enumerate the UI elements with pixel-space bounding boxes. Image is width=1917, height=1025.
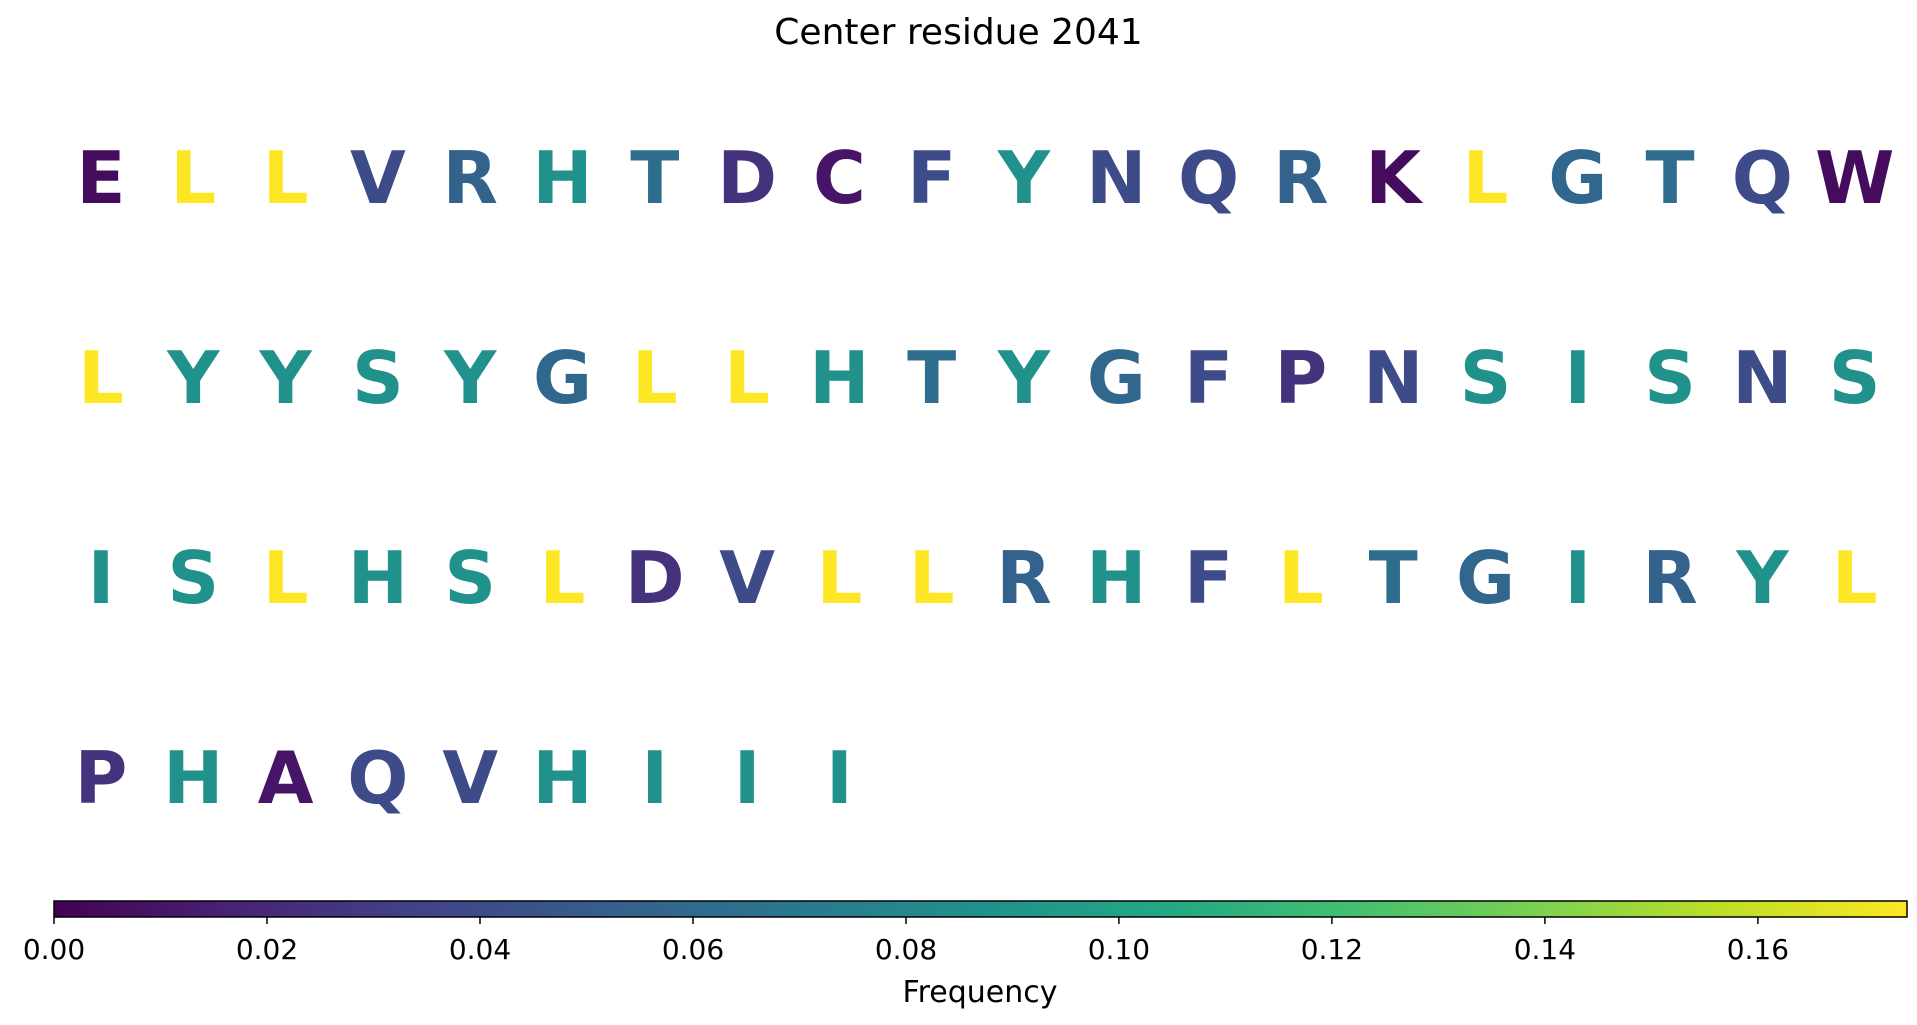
residue-letter: D [717,136,777,220]
residue-letter: S [444,536,496,620]
residue-letter: G [1087,336,1146,420]
residue-letter: L [540,536,586,620]
colorbar-tick-label: 0.10 [1088,933,1150,966]
residue-letter: Q [1732,136,1793,220]
residue-letter: L [1463,136,1509,220]
residue-grid: E L L V R H T D C F Y N Q R K L G T Q WL Y Y S Y G L L H T Y G F P N S I S N S… [75,136,1895,820]
residue-letter: S [1644,336,1696,420]
residue-letter: Y [1735,536,1789,620]
colorbar-tick-label: 0.14 [1514,933,1576,966]
residue-letter: Y [997,336,1051,420]
chart-title: Center residue 2041 [774,12,1143,53]
residue-letter: F [907,136,956,220]
residue-letter: L [632,336,678,420]
residue-letter: Y [443,336,497,420]
residue-letter: H [809,336,869,420]
residue-letter: W [1815,136,1894,220]
residue-letter: N [1086,136,1146,220]
residue-letter: K [1365,136,1423,220]
residue-letter: A [258,736,314,820]
residue-letter: C [813,136,866,220]
residue-letter: N [1363,336,1423,420]
colorbar-tick-label: 0.16 [1727,933,1789,966]
residue-letter: I [826,736,853,820]
colorbar-ticks: 0.00 0.02 0.04 0.06 0.08 0.10 0.12 0.14 0.16 [23,917,1789,966]
residue-letter: R [996,536,1051,620]
residue-letter: I [734,736,761,820]
residue-letter: V [350,136,406,220]
colorbar-tick-label: 0.12 [1301,933,1363,966]
residue-letter: S [352,336,404,420]
residue-letter: H [1086,536,1146,620]
residue-letter: I [1564,536,1591,620]
residue-letter: L [263,536,309,620]
residue-letter: H [532,136,592,220]
residue-letter: D [625,536,685,620]
residue-letter: I [641,736,668,820]
residue-letter: T [1646,136,1695,220]
colorbar-tick-label: 0.02 [236,933,298,966]
residue-letter: H [348,536,408,620]
residue-letter: I [1564,336,1591,420]
residue-letter: F [1184,336,1233,420]
residue-letter: L [724,336,770,420]
residue-letter: L [1278,536,1324,620]
residue-letter: Y [997,136,1051,220]
residue-letter: Y [259,336,313,420]
residue-letter: S [167,536,219,620]
residue-letter: N [1732,336,1792,420]
residue-letter: L [78,336,124,420]
colorbar-tick-label: 0.04 [449,933,511,966]
residue-letter: L [170,136,216,220]
residue-letter: Y [166,336,220,420]
residue-letter: S [1460,336,1512,420]
residue-letter: S [1829,336,1881,420]
colorbar-label: Frequency [903,975,1058,1010]
residue-letter: V [719,536,775,620]
residue-letter: L [263,136,309,220]
residue-letter: L [1832,536,1878,620]
residue-letter: G [1456,536,1515,620]
residue-letter: H [163,736,223,820]
residue-letter: H [532,736,592,820]
residue-letter: F [1184,536,1233,620]
residue-letter: T [630,136,679,220]
colorbar-tick-label: 0.00 [23,933,85,966]
colorbar-gradient [53,900,1908,918]
residue-letter: V [442,736,498,820]
colorbar: 0.00 0.02 0.04 0.06 0.08 0.10 0.12 0.14 0.16 Fre… [23,900,1908,1010]
residue-letter: T [907,336,956,420]
residue-letter: L [816,536,862,620]
residue-letter: Q [347,736,408,820]
residue-letter: P [1275,336,1328,420]
colorbar-tick-label: 0.06 [662,933,724,966]
residue-letter: T [1369,536,1418,620]
residue-letter: R [442,136,497,220]
residue-letter: R [1273,136,1328,220]
residue-letter: L [909,536,955,620]
residue-letter: E [76,136,125,220]
residue-letter: G [533,336,592,420]
residue-letter: I [88,536,115,620]
colorbar-tick-label: 0.08 [875,933,937,966]
residue-letter: P [75,736,128,820]
residue-letter: Q [1178,136,1239,220]
residue-letter: R [1642,536,1697,620]
residue-letter: G [1548,136,1607,220]
